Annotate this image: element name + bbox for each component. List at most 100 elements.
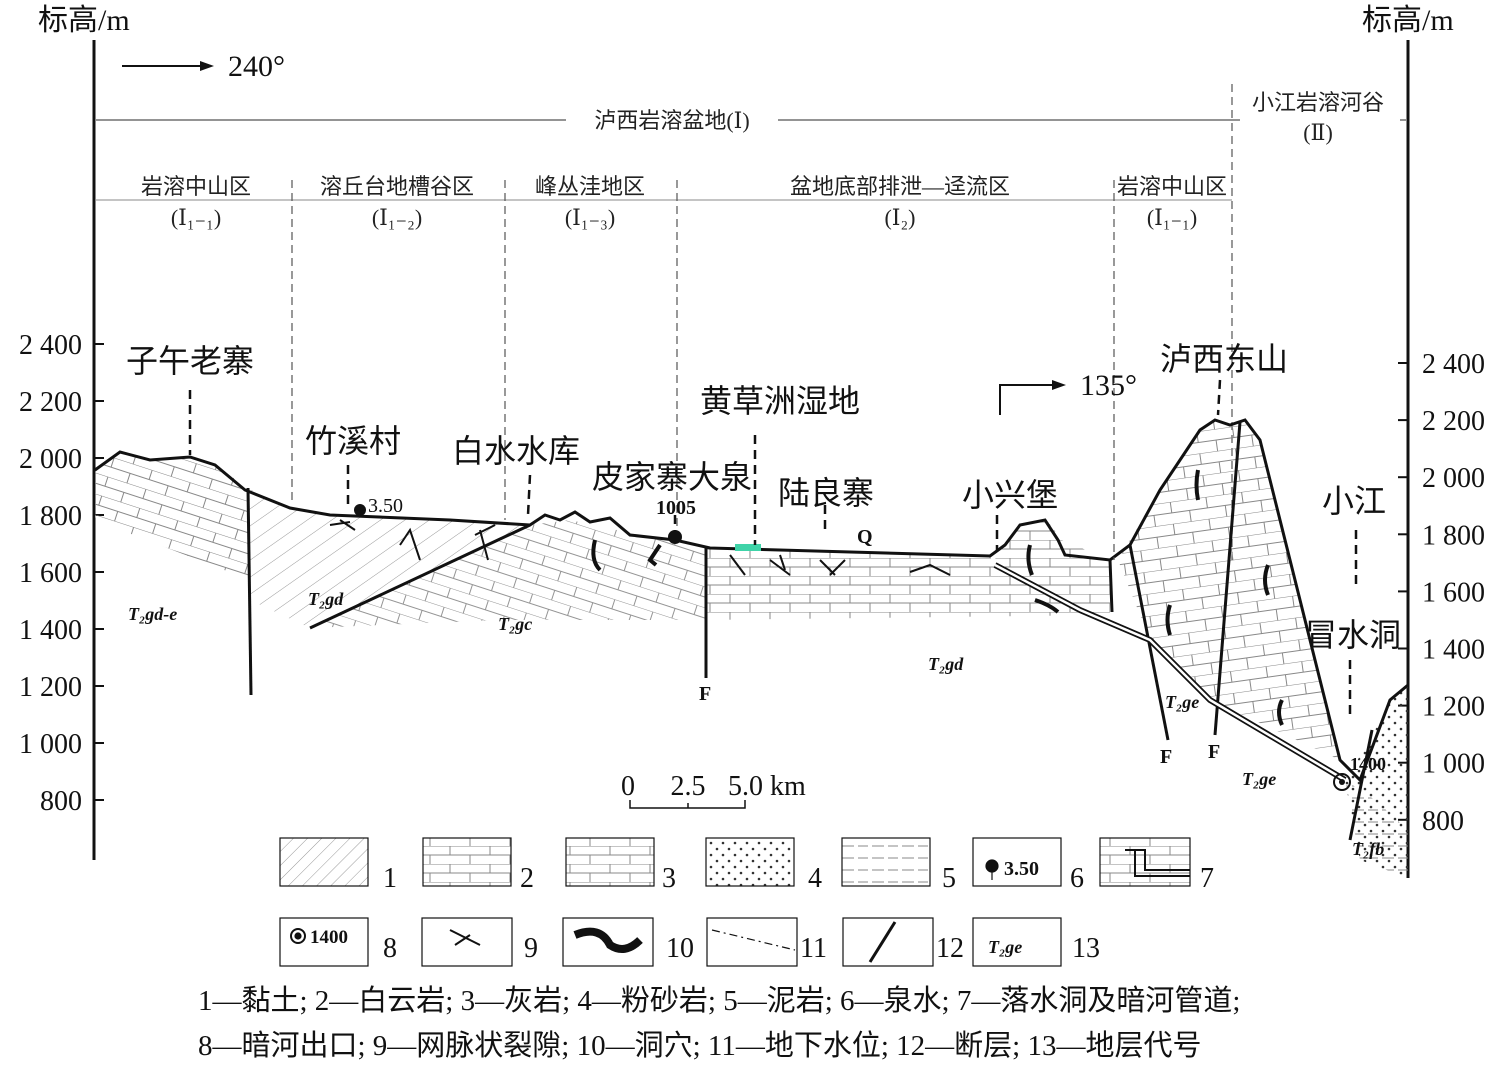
zone-name: 峰丛洼地区: [535, 174, 645, 199]
svg-text:F: F: [699, 683, 711, 705]
legend-number: 7: [1200, 863, 1214, 894]
stratum-code: T₂gd: [928, 654, 964, 674]
tick-label: 2 000: [19, 444, 82, 475]
zone-name: 溶丘台地槽谷区: [320, 174, 474, 199]
legend-number: 12: [936, 933, 964, 964]
svg-text:2.5: 2.5: [671, 771, 706, 802]
zone-code: (Ⅰ₂): [884, 205, 915, 230]
tick-label: 1 000: [19, 729, 82, 760]
place-name: 小兴堡: [962, 477, 1058, 513]
tick-label: 1 800: [1422, 520, 1485, 551]
dolomite-limestone-left: [95, 452, 250, 580]
zone-code: (Ⅰ₁₋₁): [171, 205, 221, 230]
stratum-code: T₂gd: [308, 589, 344, 609]
zone-name: 盆地底部排泄—迳流区: [790, 174, 1010, 199]
left-ticks: 2 400 2 200 2 000 1 800 1 600 1 400 1 200 1 000…: [19, 330, 104, 817]
terrain-profile: [94, 418, 1409, 783]
tick-label: 2 200: [19, 387, 82, 418]
legend-number: 9: [524, 933, 538, 964]
basin-label: 泸西岩溶盆地(Ⅰ): [594, 108, 749, 133]
spring-icon: [668, 530, 682, 544]
legend-number: 11: [800, 933, 827, 964]
xiaoxingbao-hill: [995, 518, 1110, 610]
section-direction-label: 135°: [1080, 369, 1137, 402]
legend-sample: 3.50: [1004, 858, 1039, 880]
tick-label: 2 000: [1422, 463, 1485, 494]
wetland-marker: [735, 544, 761, 551]
zones: 岩溶中山区 (Ⅰ₁₋₁) 溶丘台地槽谷区 (Ⅰ₁₋₂) 峰丛洼地区 (Ⅰ₁₋₃) 盆地底部排…: [141, 174, 1227, 230]
tick-label: 1 800: [19, 501, 82, 532]
spring-icon: [354, 504, 366, 516]
tick-label: 1 200: [19, 672, 82, 703]
stratum-code: T₂ge: [1165, 692, 1199, 712]
place-name: 冒水洞: [1305, 617, 1401, 653]
place-name: 竹溪村: [305, 423, 401, 459]
zone-code: (Ⅰ₁₋₃): [565, 205, 615, 230]
place-name: 白水水库: [452, 433, 580, 469]
place-name: 子午老寨: [126, 343, 254, 379]
outlet-value: 1400: [1350, 754, 1386, 774]
place-name: 小江: [1322, 483, 1386, 519]
legend-number: 6: [1070, 863, 1084, 894]
legend-number: 8: [383, 933, 397, 964]
svg-text:0: 0: [621, 771, 635, 802]
tick-label: 1 400: [1422, 635, 1485, 666]
tick-label: 800: [1422, 806, 1464, 837]
svg-text:F: F: [1160, 746, 1172, 768]
caves: [591, 469, 1284, 726]
legend-number: 5: [942, 863, 956, 894]
tick-label: 1 400: [19, 615, 82, 646]
tick-label: 800: [40, 786, 82, 817]
valley-code: (Ⅱ): [1303, 120, 1333, 145]
right-axis-label: 标高/m: [1362, 4, 1454, 37]
place-name: 陆良寨: [778, 475, 874, 511]
spring-value: 1005: [656, 497, 696, 519]
legend-number: 13: [1072, 933, 1100, 964]
legend-number: 1: [383, 863, 397, 894]
place-name: 黄草洲湿地: [700, 383, 860, 419]
legend-sample: T₂ge: [988, 937, 1022, 957]
tick-label: 1 600: [19, 558, 82, 589]
faults: [246, 421, 1374, 841]
dongshan-mountain: [1118, 420, 1340, 760]
legend-numbers: 1 2 3 4 5 6 78 9 10 11 12 13: [383, 863, 1214, 964]
stratum-code: T₂ge: [1242, 769, 1276, 789]
valley-label: 小江岩溶河谷: [1252, 90, 1384, 115]
spring-value: 3.50: [368, 495, 403, 517]
quaternary-label: Q: [857, 526, 873, 548]
outlet-icon: [1333, 773, 1351, 791]
fracture-marks: [329, 519, 951, 576]
zone-code: (Ⅰ₁₋₁): [1147, 205, 1197, 230]
stratum-code: T₂gc: [498, 614, 532, 634]
place-names: 子午老寨 竹溪村 白水水库 皮家寨大泉 黄草洲湿地 陆良寨 小兴堡 泸西东山 小…: [126, 341, 1401, 653]
mudstone-valley: [1345, 780, 1408, 878]
tick-label: 1 000: [1422, 749, 1485, 780]
legend-sample: 1400: [310, 927, 348, 948]
tick-label: 1 600: [1422, 577, 1485, 608]
dolomite-zone: [248, 488, 530, 628]
tick-label: 2 200: [1422, 406, 1485, 437]
legend-number: 10: [666, 933, 694, 964]
legend-caption: 1—黏土; 2—白云岩; 3—灰岩; 4—粉砂岩; 5—泥岩; 6—泉水; 7—…: [198, 984, 1240, 1017]
zone-code: (Ⅰ₁₋₂): [372, 205, 422, 230]
legend: [279, 837, 1191, 967]
tick-label: 2 400: [19, 330, 82, 361]
fault-labels: F F F Q: [699, 526, 1220, 768]
svg-text:5.0 km: 5.0 km: [728, 771, 806, 802]
legend-number: 2: [520, 863, 534, 894]
legend-caption: 8—暗河出口; 9—网脉状裂隙; 10—洞穴; 11—地下水位; 12—断层; …: [198, 1029, 1201, 1062]
stratum-code: T₂fb: [1352, 839, 1384, 859]
scale-bar: 0 2.5 5.0 km: [621, 771, 806, 809]
zone-name: 岩溶中山区: [141, 174, 251, 199]
svg-text:F: F: [1208, 741, 1220, 763]
direction-label: 240°: [228, 50, 285, 83]
strata-codes: T₂gd-e T₂gd T₂gc T₂gd T₂ge T₂ge T₂fb: [128, 589, 1384, 859]
tick-label: 2 400: [1422, 349, 1485, 380]
legend-number: 4: [808, 863, 822, 894]
place-name: 皮家寨大泉: [592, 459, 752, 495]
zone-name: 岩溶中山区: [1117, 174, 1227, 199]
place-name: 泸西东山: [1160, 341, 1288, 377]
right-ticks: 2 400 2 200 2 000 1 800 1 600 1 400 1 200 1 000…: [1398, 349, 1485, 837]
limestone-mid: [310, 520, 706, 628]
